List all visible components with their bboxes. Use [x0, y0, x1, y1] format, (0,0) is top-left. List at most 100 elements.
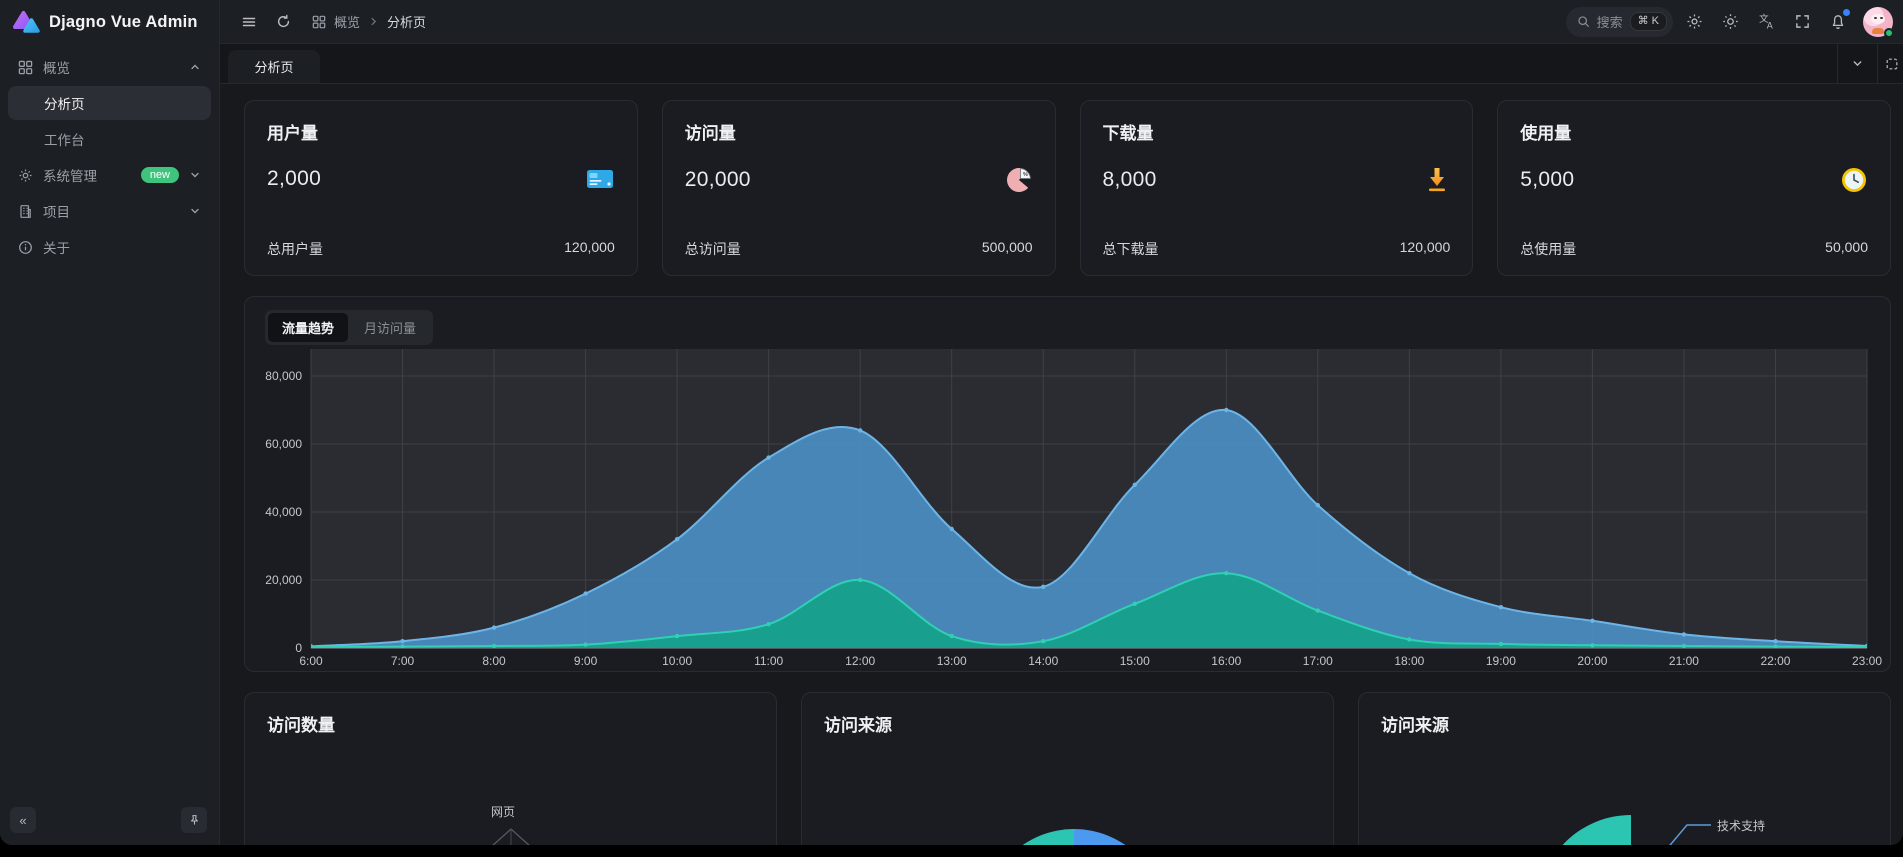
tab-monthly-visits[interactable]: 月访问量: [364, 321, 417, 336]
svg-text:14:00: 14:00: [1028, 654, 1058, 668]
grid-icon: [18, 60, 33, 75]
stat-value: 5,000: [1520, 168, 1575, 191]
svg-text:80,000: 80,000: [265, 369, 302, 383]
stat-title: 访问量: [684, 124, 736, 143]
stat-value: 8,000: [1102, 168, 1157, 191]
tabs-chevron-down-icon[interactable]: [1837, 44, 1877, 83]
user-avatar[interactable]: [1863, 6, 1894, 38]
sidebar-item-label: 关于: [43, 241, 70, 256]
theme-sun-icon[interactable]: [1715, 7, 1745, 37]
breadcrumb-current: 分析页: [387, 15, 427, 30]
tab-analytics[interactable]: 分析页: [228, 50, 320, 83]
online-status-dot: [1884, 27, 1894, 38]
maximize-content-icon[interactable]: [1877, 44, 1903, 83]
stat-card-usage: 使用量 5,000 总使用量 50,000: [1497, 100, 1891, 276]
sidebar-item-label: 系统管理: [43, 169, 97, 184]
topbar: 概览 分析页 搜索 ⌘ K: [220, 0, 1903, 44]
sidebar-menu: 概览 分析页 工作台 系统管理 new: [0, 44, 219, 801]
svg-text:19:00: 19:00: [1486, 654, 1516, 668]
stat-title: 使用量: [1520, 124, 1572, 143]
search-input[interactable]: 搜索 ⌘ K: [1565, 6, 1673, 37]
settings-gear-icon[interactable]: [1679, 7, 1709, 37]
svg-text:23:00: 23:00: [1852, 654, 1882, 668]
notification-dot: [1843, 8, 1850, 16]
visit-count-card: 访问数量 网页: [244, 692, 777, 845]
svg-text:0: 0: [295, 641, 302, 655]
svg-text:%: %: [1023, 172, 1028, 178]
gear-icon: [18, 168, 33, 183]
card-title: 访问来源: [1381, 716, 1449, 735]
stat-footer-value: 120,000: [564, 239, 615, 255]
notifications-bell-icon[interactable]: [1823, 7, 1853, 37]
svg-text:7:00: 7:00: [391, 654, 415, 668]
chevron-down-icon: [189, 169, 201, 181]
stat-footer-label: 总下载量: [1102, 241, 1159, 257]
page-content: 用户量 2,000: [220, 84, 1903, 845]
chevron-up-icon: [189, 61, 201, 73]
visit-source-labeled-card: 访问来源 技术支持: [1358, 692, 1891, 845]
card-title: 访问数量: [267, 716, 335, 735]
sidebar-footer: «: [0, 801, 219, 845]
search-shortcut: ⌘ K: [1629, 11, 1667, 32]
traffic-trend-card: 流量趋势 月访问量 0 20,000 40,000 60,000 80,000 6:00 7…: [244, 296, 1891, 672]
pie-chart-icon: %: [1005, 166, 1033, 194]
sidebar-item-system[interactable]: 系统管理 new: [8, 158, 211, 192]
fullscreen-icon[interactable]: [1787, 7, 1817, 37]
svg-text:文: 文: [1759, 13, 1769, 25]
topbar-actions: 搜索 ⌘ K 文: [1565, 6, 1894, 38]
svg-text:16:00: 16:00: [1211, 654, 1241, 668]
radar-axis-label: 网页: [491, 805, 516, 819]
traffic-trend-chart: 0 20,000 40,000 60,000 80,000 6:00 7:00 8:00 9:0…: [245, 297, 1890, 671]
svg-text:8:00: 8:00: [482, 654, 506, 668]
stat-cards-row: 用户量 2,000: [244, 100, 1891, 276]
visit-source-pie-card: 访问来源: [801, 692, 1334, 845]
pie-slice-label: 技术支持: [1717, 819, 1766, 833]
refresh-icon[interactable]: [268, 7, 298, 37]
sidebar-item-project[interactable]: 项目: [8, 194, 211, 228]
stat-footer-value: 120,000: [1399, 239, 1451, 255]
breadcrumb-root[interactable]: 概览: [334, 15, 361, 30]
stat-card-users: 用户量 2,000: [244, 100, 638, 276]
trend-tabs: 流量趋势 月访问量: [265, 310, 434, 345]
main-area: 概览 分析页 搜索 ⌘ K: [220, 0, 1903, 845]
sidebar-item-overview[interactable]: 概览: [8, 50, 211, 84]
stat-title: 用户量: [267, 124, 318, 143]
svg-text:9:00: 9:00: [574, 654, 598, 668]
sidebar-item-about[interactable]: 关于: [8, 230, 211, 264]
radar-chart-peek: [492, 828, 530, 845]
sidebar-collapse-button[interactable]: «: [10, 807, 36, 833]
sidebar-item-workspace[interactable]: 工作台: [8, 122, 211, 156]
sidebar-item-label: 分析页: [44, 97, 85, 112]
language-translate-icon[interactable]: 文 A: [1751, 7, 1781, 37]
hamburger-menu-icon[interactable]: [234, 7, 264, 37]
clock-icon: [1840, 166, 1868, 194]
svg-text:40,000: 40,000: [265, 505, 302, 519]
download-icon: [1424, 166, 1450, 194]
svg-text:6:00: 6:00: [299, 654, 323, 668]
svg-text:12:00: 12:00: [845, 654, 875, 668]
stat-value: 2,000: [267, 167, 322, 190]
pin-icon[interactable]: [181, 807, 207, 833]
stat-card-visits: 访问量 20,000 % 总访问量 500,000: [661, 100, 1056, 276]
stat-footer-value: 50,000: [1825, 239, 1868, 255]
stat-title: 下载量: [1102, 124, 1154, 143]
chevron-down-icon: [189, 205, 201, 217]
stat-card-downloads: 下载量 8,000 总下载量 120,000: [1079, 100, 1474, 276]
card-title: 访问来源: [824, 716, 892, 735]
sidebar-item-label: 项目: [43, 205, 70, 220]
logo-row: Djagno Vue Admin: [0, 0, 219, 44]
sidebar-item-analytics[interactable]: 分析页: [8, 86, 211, 120]
tab-traffic-trend[interactable]: 流量趋势: [268, 313, 349, 342]
svg-text:22:00: 22:00: [1760, 654, 1790, 668]
tab-strip: 分析页: [220, 44, 1903, 84]
svg-text:A: A: [1766, 20, 1772, 30]
sidebar-item-label: 概览: [43, 61, 70, 76]
search-icon: [1577, 15, 1590, 28]
stat-value: 20,000: [684, 168, 751, 191]
search-placeholder: 搜索: [1596, 15, 1623, 30]
stat-footer-label: 总用户量: [267, 241, 323, 257]
svg-text:20,000: 20,000: [265, 573, 302, 587]
app-logo-icon: [13, 10, 40, 35]
bottom-cards-row: 访问数量 网页 访问来源 访问来源: [244, 692, 1891, 845]
